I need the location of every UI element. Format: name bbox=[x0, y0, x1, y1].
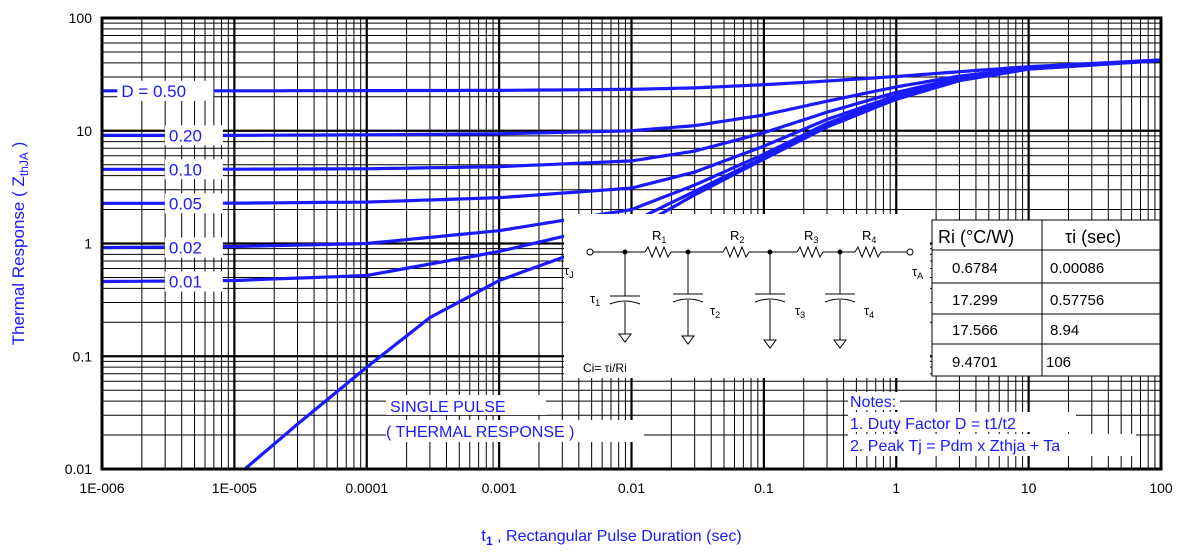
plot-frame bbox=[100, 16, 1163, 471]
notes-block: Notes: 1. Duty Factor D = t1/t2 2. Peak … bbox=[848, 392, 1136, 456]
x-tick-label: 0.1 bbox=[754, 480, 774, 496]
tau-j-label: τJ bbox=[564, 263, 574, 280]
notes-title: Notes: bbox=[850, 394, 896, 411]
note-peak-tj: 2. Peak Tj = Pdm x Zthja + Ta bbox=[850, 438, 1060, 455]
tau4-label: τ4 bbox=[864, 303, 874, 320]
x-tick-label: 1E-005 bbox=[212, 480, 257, 496]
curve-labels: D = 0.50 0.20 0.10 0.05 0.02 0.01 bbox=[117, 80, 223, 292]
single-pulse-label: SINGLE PULSE bbox=[390, 399, 506, 416]
rc-parameter-table: Ri (°C/W) τi (sec) 0.6784 0.00086 17.299… bbox=[931, 219, 1161, 377]
note-duty-factor: 1. Duty Factor D = t1/t2 bbox=[850, 416, 1016, 433]
y-tick-label: 0.01 bbox=[65, 461, 92, 477]
table-cell: 0.57756 bbox=[1050, 292, 1104, 309]
x-axis-label: t1 , Rectangular Pulse Duration (sec) bbox=[481, 526, 741, 548]
y-tick-label: 10 bbox=[76, 123, 92, 139]
tau1-label: τ1 bbox=[590, 291, 600, 308]
curve-label-background bbox=[164, 271, 223, 292]
x-tick-label: 1E-006 bbox=[79, 480, 124, 496]
table-cell: 0.6784 bbox=[952, 260, 998, 277]
table-cell: 0.00086 bbox=[1050, 260, 1104, 277]
y-tick-label: 1 bbox=[84, 236, 92, 252]
table-cell: 9.4701 bbox=[952, 354, 998, 371]
tau3-label: τ3 bbox=[795, 303, 805, 320]
curves bbox=[101, 58, 1162, 471]
x-tick-label: 0.001 bbox=[482, 480, 517, 496]
curve-label: 0.05 bbox=[169, 194, 202, 213]
tick-labels: 1E-006 1E-005 0.0001 0.001 0.01 0.1 1 10 100 0.01… bbox=[65, 10, 1173, 496]
x-tick-label: 0.0001 bbox=[345, 480, 388, 496]
table-cell: 106 bbox=[1046, 354, 1071, 371]
y-tick-label: 0.1 bbox=[73, 348, 93, 364]
single-pulse-annotation: SINGLE PULSE ( THERMAL RESPONSE ) bbox=[386, 395, 644, 442]
curve-label-background bbox=[164, 159, 223, 180]
tau2-label: τ2 bbox=[710, 303, 720, 320]
curve-single-pulse bbox=[243, 59, 1162, 471]
thermal-response-label: ( THERMAL RESPONSE ) bbox=[386, 424, 574, 441]
x-tick-label: 10 bbox=[1021, 480, 1037, 496]
r1-label: R1 bbox=[652, 228, 666, 245]
curve-label-background bbox=[164, 125, 223, 146]
curve-label: 0.20 bbox=[169, 126, 202, 145]
curve-label: 0.10 bbox=[169, 160, 202, 179]
table-header-taui: τi (sec) bbox=[1065, 227, 1121, 247]
curve-label: 0.02 bbox=[169, 239, 202, 258]
curve-label: 0.01 bbox=[169, 273, 202, 292]
y-tick-label: 100 bbox=[69, 10, 93, 26]
r2-label: R2 bbox=[730, 228, 744, 245]
curve-label: D = 0.50 bbox=[121, 82, 186, 101]
r4-label: R4 bbox=[862, 228, 876, 245]
curve-label-background bbox=[164, 237, 223, 258]
ci-formula: Ci= τi/Ri bbox=[583, 361, 627, 375]
y-axis-label: Thermal Response ( ZthJA ) bbox=[9, 142, 31, 346]
table-cell: 17.299 bbox=[952, 292, 998, 309]
thermal-circuit-diagram: τJ τA R1 R2 R3 R4 τ1 τ2 τ3 τ4 Ci= τi/Ri bbox=[564, 214, 930, 378]
x-tick-label: 100 bbox=[1149, 480, 1173, 496]
curve-label-background bbox=[164, 193, 223, 214]
curve-label-background bbox=[117, 80, 214, 101]
r3-label: R3 bbox=[804, 228, 818, 245]
table-header-ri: Ri (°C/W) bbox=[938, 227, 1014, 247]
curve-d-0-50 bbox=[102, 58, 1162, 93]
table-cell: 17.566 bbox=[952, 322, 998, 339]
tau-a-label: τA bbox=[912, 264, 923, 281]
x-tick-label: 0.01 bbox=[618, 480, 645, 496]
table-cell: 8.94 bbox=[1050, 322, 1079, 339]
x-tick-label: 1 bbox=[892, 480, 900, 496]
